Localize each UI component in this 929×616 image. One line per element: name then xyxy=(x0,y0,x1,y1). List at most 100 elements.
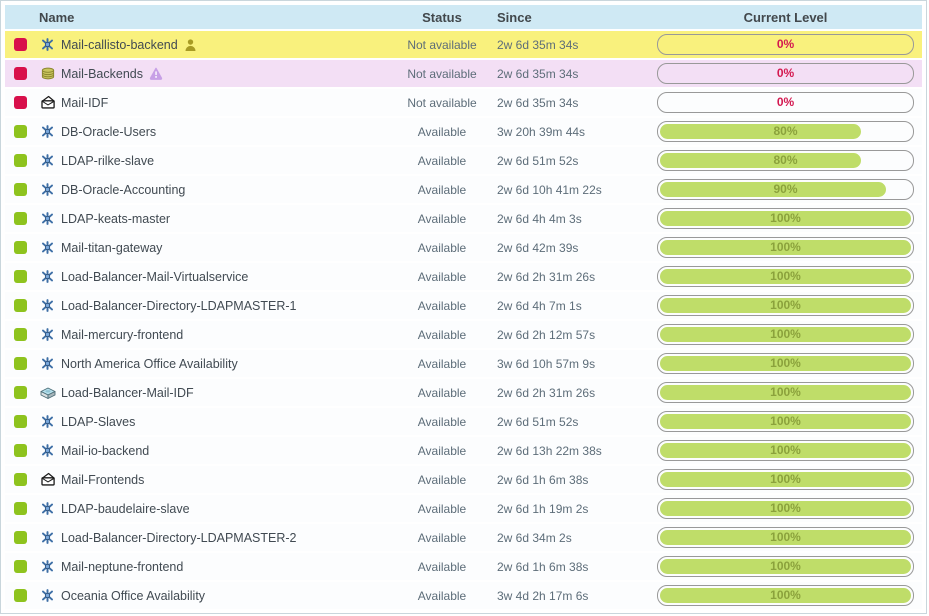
business-process-icon xyxy=(39,588,56,603)
current-level-bar: 100% xyxy=(657,353,914,374)
status-text: Not available xyxy=(407,95,477,110)
table-row[interactable]: Load-Balancer-Directory-LDAPMASTER-2 Ava… xyxy=(5,524,922,551)
table-row[interactable]: Mail-mercury-frontend Available 2w 6d 2h… xyxy=(5,321,922,348)
current-level-percent: 100% xyxy=(770,501,801,515)
since-text: 2w 6d 42m 39s xyxy=(497,240,579,255)
table-row[interactable]: Mail-Frontends Available 2w 6d 1h 6m 38s… xyxy=(5,466,922,493)
status-indicator-green xyxy=(13,183,27,196)
table-row[interactable]: Oceania Office Availability Available 3w… xyxy=(5,582,922,609)
service-name[interactable]: Mail-neptune-frontend xyxy=(61,559,184,574)
service-name[interactable]: LDAP-keats-master xyxy=(61,211,171,226)
current-level-bar: 0% xyxy=(657,63,914,84)
switch-icon xyxy=(39,385,56,400)
service-name[interactable]: Mail-Backends xyxy=(61,66,143,81)
since-text: 2w 6d 34m 2s xyxy=(497,530,572,545)
service-name[interactable]: Load-Balancer-Directory-LDAPMASTER-1 xyxy=(61,298,297,313)
service-name[interactable]: LDAP-Slaves xyxy=(61,414,136,429)
current-level-bar-fill xyxy=(660,269,911,284)
service-name[interactable]: LDAP-baudelaire-slave xyxy=(61,501,190,516)
table-row[interactable]: LDAP-rilke-slave Available 2w 6d 51m 52s… xyxy=(5,147,922,174)
table-row[interactable]: DB-Oracle-Accounting Available 2w 6d 10h… xyxy=(5,176,922,203)
status-indicator-green xyxy=(13,299,27,312)
status-indicator-green xyxy=(13,502,27,515)
current-level-percent: 100% xyxy=(770,240,801,254)
current-level-bar-fill xyxy=(660,211,911,226)
since-text: 2w 6d 51m 52s xyxy=(497,414,579,429)
service-name[interactable]: Load-Balancer-Mail-IDF xyxy=(61,385,194,400)
current-level-bar: 100% xyxy=(657,237,914,258)
current-level-percent: 80% xyxy=(773,153,798,167)
current-level-percent: 0% xyxy=(776,66,795,80)
current-level-bar-fill xyxy=(660,530,911,545)
current-level-percent: 100% xyxy=(770,588,801,602)
since-text: 2w 6d 1h 6m 38s xyxy=(497,559,589,574)
warning-icon xyxy=(149,67,163,80)
current-level-percent: 100% xyxy=(770,385,801,399)
current-level-bar-fill xyxy=(660,327,911,342)
current-level-bar-fill xyxy=(660,240,911,255)
business-process-icon xyxy=(39,37,56,52)
current-level-bar-fill xyxy=(660,588,911,603)
current-level-percent: 100% xyxy=(770,559,801,573)
current-level-bar: 100% xyxy=(657,324,914,345)
table-row[interactable]: LDAP-Slaves Available 2w 6d 51m 52s 100% xyxy=(5,408,922,435)
current-level-bar-fill xyxy=(660,559,911,574)
table-row[interactable]: Load-Balancer-Mail-Virtualservice Availa… xyxy=(5,263,922,290)
since-text: 2w 6d 1h 19m 2s xyxy=(497,501,589,516)
table-row[interactable]: Mail-callisto-backend Not available 2w 6… xyxy=(5,31,922,58)
current-level-bar: 100% xyxy=(657,208,914,229)
table-body: Mail-callisto-backend Not available 2w 6… xyxy=(5,31,922,609)
table-row[interactable]: Mail-IDF Not available 2w 6d 35m 34s 0% xyxy=(5,89,922,116)
current-level-bar-fill xyxy=(660,182,886,197)
service-name[interactable]: North America Office Availability xyxy=(61,356,238,371)
status-text: Available xyxy=(417,443,467,458)
current-level-bar: 100% xyxy=(657,382,914,403)
current-level-percent: 100% xyxy=(770,327,801,341)
table-row[interactable]: Mail-neptune-frontend Available 2w 6d 1h… xyxy=(5,553,922,580)
current-level-percent: 100% xyxy=(770,356,801,370)
table-row[interactable]: DB-Oracle-Users Available 3w 20h 39m 44s… xyxy=(5,118,922,145)
current-level-bar: 100% xyxy=(657,498,914,519)
service-name[interactable]: Load-Balancer-Directory-LDAPMASTER-2 xyxy=(61,530,297,545)
since-text: 2w 6d 4h 7m 1s xyxy=(497,298,582,313)
service-name[interactable]: Mail-Frontends xyxy=(61,472,145,487)
current-level-bar: 100% xyxy=(657,585,914,606)
service-name[interactable]: Mail-titan-gateway xyxy=(61,240,163,255)
table-row[interactable]: Load-Balancer-Mail-IDF Available 2w 6d 2… xyxy=(5,379,922,406)
status-text: Available xyxy=(417,356,467,371)
current-level-bar: 100% xyxy=(657,440,914,461)
status-text: Available xyxy=(417,472,467,487)
table-row[interactable]: Mail-titan-gateway Available 2w 6d 42m 3… xyxy=(5,234,922,261)
since-text: 2w 6d 2h 31m 26s xyxy=(497,269,596,284)
status-indicator-green xyxy=(13,125,27,138)
status-indicator-green xyxy=(13,531,27,544)
table-row[interactable]: North America Office Availability Availa… xyxy=(5,350,922,377)
table-row[interactable]: LDAP-keats-master Available 2w 6d 4h 4m … xyxy=(5,205,922,232)
column-header-since: Since xyxy=(497,9,532,25)
current-level-bar: 100% xyxy=(657,266,914,287)
current-level-percent: 100% xyxy=(770,211,801,225)
status-text: Available xyxy=(417,182,467,197)
status-text: Not available xyxy=(407,37,477,52)
service-name[interactable]: DB-Oracle-Accounting xyxy=(61,182,186,197)
since-text: 2w 6d 4h 4m 3s xyxy=(497,211,582,226)
service-name[interactable]: LDAP-rilke-slave xyxy=(61,153,155,168)
table-row[interactable]: Load-Balancer-Directory-LDAPMASTER-1 Ava… xyxy=(5,292,922,319)
status-text: Available xyxy=(417,385,467,400)
mail-icon xyxy=(39,95,56,110)
table-row[interactable]: Mail-Backends Not available 2w 6d 35m 34… xyxy=(5,60,922,87)
business-process-icon xyxy=(39,211,56,226)
service-name[interactable]: Mail-mercury-frontend xyxy=(61,327,184,342)
current-level-percent: 100% xyxy=(770,472,801,486)
service-name[interactable]: Oceania Office Availability xyxy=(61,588,206,603)
service-name[interactable]: DB-Oracle-Users xyxy=(61,124,157,139)
service-name[interactable]: Mail-IDF xyxy=(61,95,109,110)
service-name[interactable]: Load-Balancer-Mail-Virtualservice xyxy=(61,269,249,284)
table-row[interactable]: LDAP-baudelaire-slave Available 2w 6d 1h… xyxy=(5,495,922,522)
table-row[interactable]: Mail-io-backend Available 2w 6d 13h 22m … xyxy=(5,437,922,464)
status-indicator-green xyxy=(13,415,27,428)
service-name[interactable]: Mail-io-backend xyxy=(61,443,150,458)
status-text: Available xyxy=(417,588,467,603)
status-indicator-green xyxy=(13,560,27,573)
service-name[interactable]: Mail-callisto-backend xyxy=(61,37,178,52)
